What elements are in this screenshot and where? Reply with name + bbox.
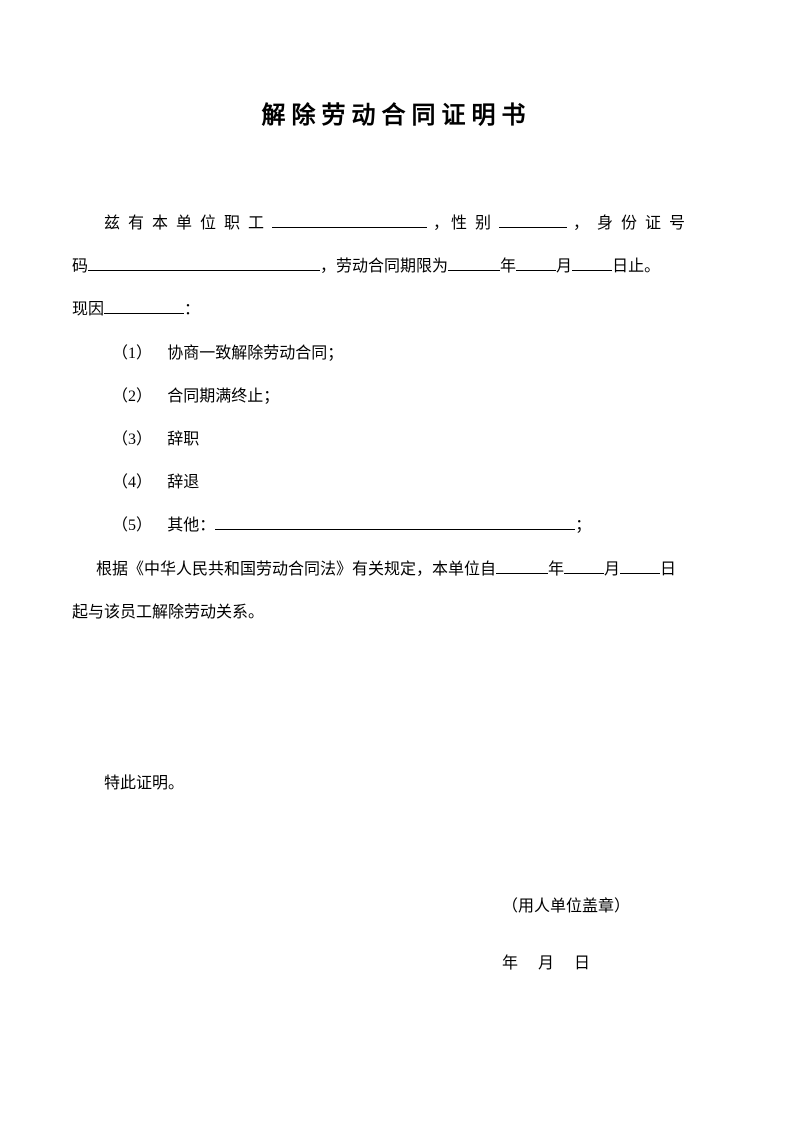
option-1-num: （1） [112,332,163,375]
option-2: （2） 合同期满终止； [72,375,721,418]
blank-term-year[interactable] [448,255,500,271]
blank-name[interactable] [272,212,427,228]
option-1-text: 协商一致解除劳动合同； [167,345,343,362]
text-gender-label: ，性 别 [433,215,493,232]
option-1: （1） 协商一致解除劳动合同； [72,332,721,375]
text-month: 月 [556,258,572,275]
blank-term-month[interactable] [516,255,556,271]
basis-line: 根据《中华人民共和国劳动合同法》有关规定，本单位自 年 月 日 [72,548,721,591]
basis-year: 年 [548,561,564,578]
intro-line-1: 兹 有 本 单 位 职 工 ，性 别 ， 身 份 证 号 [72,202,721,245]
blank-basis-month[interactable] [564,558,604,574]
text-day-end: 日止。 [612,258,660,275]
basis-month: 月 [604,561,620,578]
option-4: （4） 辞退 [72,461,721,504]
blank-reason[interactable] [104,298,184,314]
blank-id[interactable] [88,255,320,271]
blank-other[interactable] [215,514,575,530]
option-5-num: （5） [112,504,163,547]
option-3-text: 辞职 [167,431,199,448]
text-employee-prefix: 兹 有 本 单 位 职 工 [104,215,266,232]
page-title: 解除劳动合同证明书 [72,95,721,130]
text-term: ，劳动合同期限为 [320,258,448,275]
option-2-text: 合同期满终止； [167,388,279,405]
basis-prefix: 根据《中华人民共和国劳动合同法》有关规定，本单位自 [96,561,496,578]
option-5-text: 其他： [167,517,215,534]
text-year: 年 [500,258,516,275]
intro-line-3: 现因 ： [72,288,721,331]
option-4-text: 辞退 [167,474,199,491]
blank-gender[interactable] [499,212,567,228]
signature-date: 年 月 日 [72,942,721,985]
basis-day: 日 [660,561,676,578]
footer: 特此证明。 （用人单位盖章） 年 月 日 [72,762,721,986]
option-5: （5） 其他： ； [72,504,721,547]
blank-basis-year[interactable] [496,558,548,574]
intro-line-2: 码 ，劳动合同期限为 年 月 日止。 [72,245,721,288]
blank-term-day[interactable] [572,255,612,271]
basis-tail: 起与该员工解除劳动关系。 [72,591,721,634]
seal-label: （用人单位盖章） [72,885,721,928]
option-3-num: （3） [112,418,163,461]
option-3: （3） 辞职 [72,418,721,461]
text-id-label: ， 身 份 证 号 [573,215,687,232]
option-5-end: ； [575,517,591,534]
text-code: 码 [72,258,88,275]
blank-basis-day[interactable] [620,558,660,574]
option-2-num: （2） [112,375,163,418]
option-4-num: （4） [112,461,163,504]
text-colon: ： [184,301,200,318]
document-body: 兹 有 本 单 位 职 工 ，性 别 ， 身 份 证 号 码，劳动合同期限为年月… [72,202,721,985]
text-reason-prefix: 现因 [72,301,104,318]
attest-text: 特此证明。 [72,762,721,805]
